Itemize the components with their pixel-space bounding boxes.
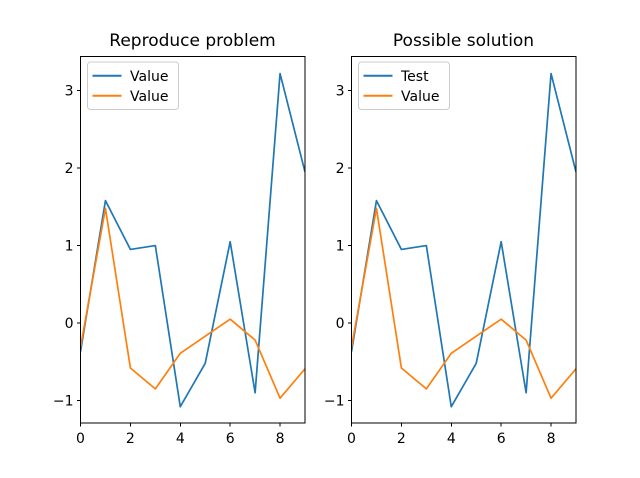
series-line-1: [351, 207, 576, 400]
x-tick-label: 8: [276, 431, 285, 447]
y-tick-label: −1: [53, 394, 74, 410]
subplot-title-reproduce-problem: Reproduce problem: [109, 31, 276, 51]
legend-label-1: Value: [401, 89, 439, 105]
legend-0: Value Value: [87, 61, 179, 110]
axes-spines: [351, 56, 577, 424]
x-tick-label: 6: [497, 431, 506, 447]
series-line-1: [80, 207, 305, 400]
legend-label-0: Test: [400, 69, 429, 85]
subplot-title-possible-solution: Possible solution: [392, 31, 535, 51]
y-tick-label: 3: [65, 84, 74, 100]
legend-box: [358, 61, 450, 110]
legend-label-1: Value: [130, 89, 168, 105]
y-tick-label: 2: [65, 161, 74, 177]
legend-box: [87, 61, 179, 110]
y-tick-label: −1: [324, 394, 345, 410]
x-tick-label: 2: [126, 431, 135, 447]
series-line-0: [80, 72, 305, 408]
y-tick-label: 1: [65, 239, 74, 255]
x-tick-label: 4: [447, 431, 456, 447]
series-line-0: [351, 72, 576, 408]
y-tick-label: 3: [336, 84, 345, 100]
y-tick-label: 1: [336, 239, 345, 255]
y-tick-label: 0: [336, 316, 345, 332]
axes-spines: [80, 56, 306, 424]
x-tick-label: 2: [397, 431, 406, 447]
legend-1: Test Value: [358, 61, 450, 110]
x-tick-label: 4: [176, 431, 185, 447]
legend-label-0: Value: [130, 69, 168, 85]
x-tick-label: 8: [547, 431, 556, 447]
y-tick-label: 0: [65, 316, 74, 332]
x-tick-label: 6: [226, 431, 235, 447]
axes-1: 0 2 4 6 8 −1 0 1 2 3 Test Value: [324, 56, 577, 447]
x-tick-label: 0: [347, 431, 356, 447]
x-tick-label: 0: [76, 431, 85, 447]
y-tick-label: 2: [336, 161, 345, 177]
axes-0: 0 2 4 6 8 −1 0 1 2 3 Value Value: [53, 56, 306, 447]
